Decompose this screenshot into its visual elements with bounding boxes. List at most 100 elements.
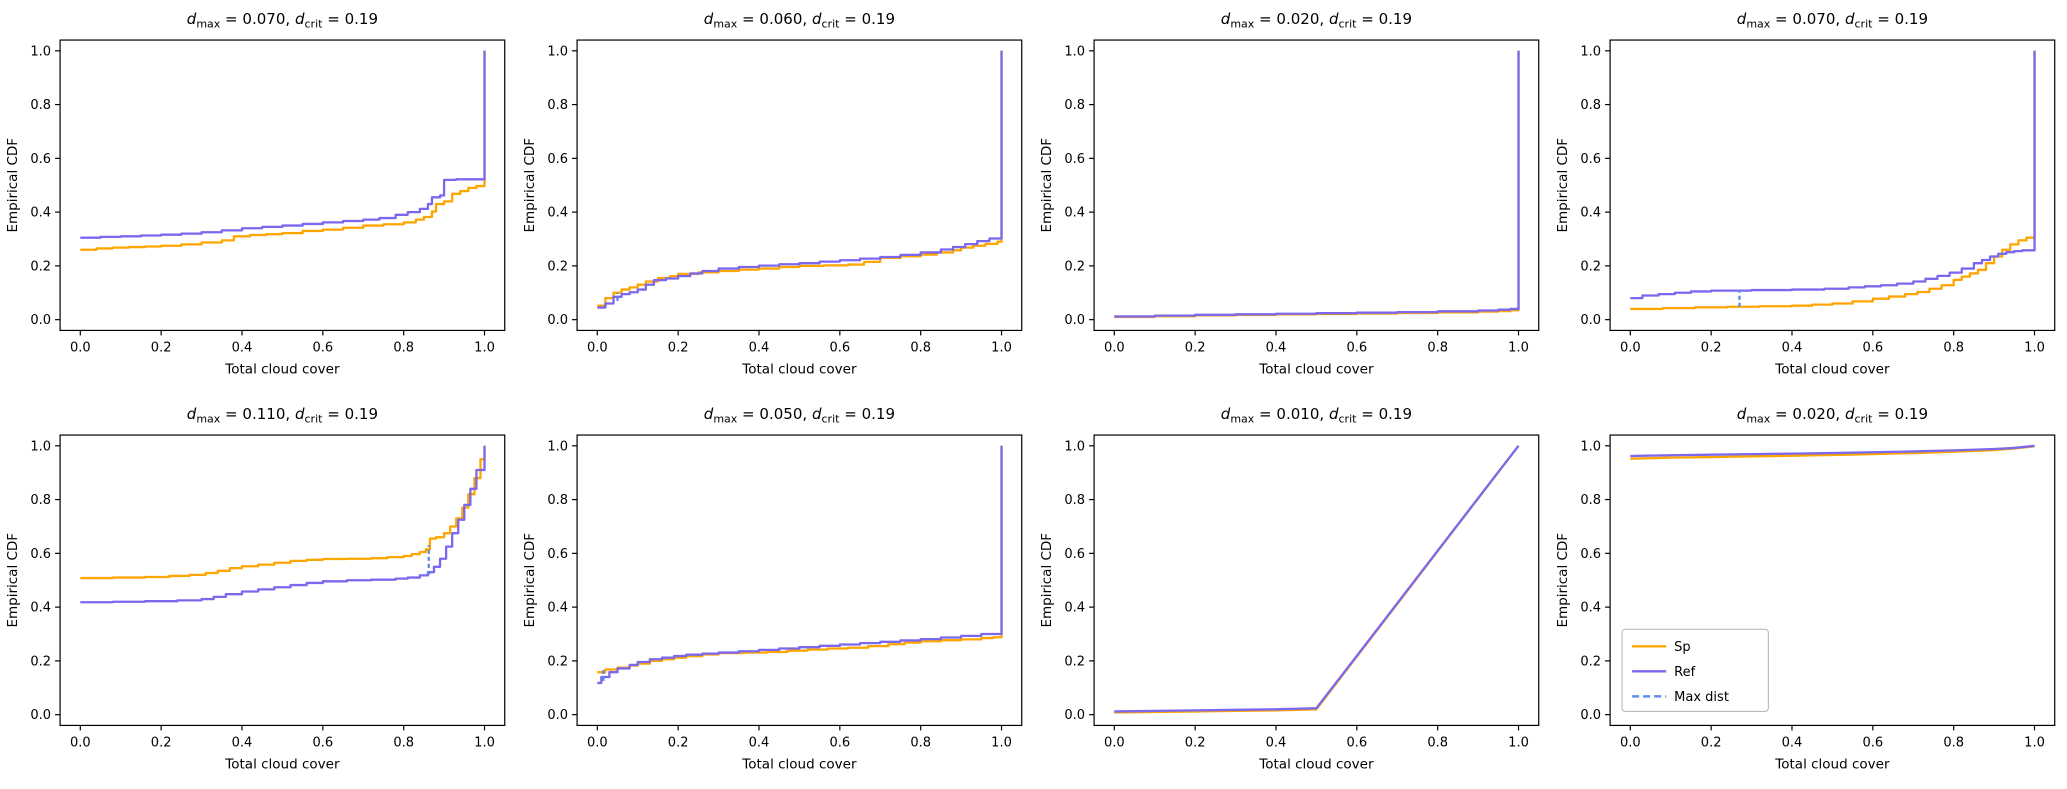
y-tick-label: 0.4	[547, 206, 568, 221]
x-tick-label: 1.0	[1508, 340, 1529, 355]
y-tick-label: 0.0	[547, 313, 568, 328]
subplot: dmax = 0.110, dcrit = 0.19 0.0 0.2 0.4 0.6 0.…	[0, 395, 517, 789]
y-axis-label: Empirical CDF	[1555, 138, 1571, 233]
axes-spines	[59, 433, 506, 726]
x-tick-label: 0.2	[151, 735, 172, 750]
x-tick-label: 0.6	[1863, 735, 1884, 750]
x-tick-label: 0.6	[312, 735, 333, 750]
x-axis-label: Total cloud cover	[1258, 361, 1374, 377]
subplot: dmax = 0.010, dcrit = 0.19 0.0 0.2 0.4 0.6 0.…	[1034, 395, 1551, 789]
subplot-title: dmax = 0.070, dcrit = 0.19	[187, 10, 378, 31]
plot-canvas: dmax = 0.020, dcrit = 0.19 0.0 0.2 0.4 0.6 0.…	[1555, 405, 2056, 772]
legend-label: Sp	[1674, 639, 1691, 654]
y-tick-label: 0.6	[1064, 152, 1085, 167]
axes-spines	[576, 39, 1023, 332]
y-tick-label: 0.2	[30, 259, 51, 274]
x-tick-label: 0.0	[1620, 735, 1641, 750]
x-axis-label: Total cloud cover	[224, 756, 340, 772]
x-tick-label: 0.8	[1427, 340, 1448, 355]
x-tick-label: 0.0	[1103, 340, 1124, 355]
axes-spines	[1092, 39, 1539, 332]
y-tick-label: 0.2	[1064, 259, 1085, 274]
x-tick-label: 0.4	[1265, 735, 1286, 750]
series-ref	[80, 50, 486, 239]
x-tick-label: 0.0	[70, 735, 91, 750]
x-axis-label: Total cloud cover	[1775, 361, 1891, 377]
subplot-title: dmax = 0.070, dcrit = 0.19	[1737, 10, 1928, 31]
subplot-title: dmax = 0.050, dcrit = 0.19	[704, 405, 895, 426]
x-tick-label: 0.2	[1701, 340, 1722, 355]
x-tick-label: 0.0	[1103, 735, 1124, 750]
y-tick-label: 1.0	[1581, 44, 1602, 59]
y-tick-label: 0.8	[30, 493, 51, 508]
series-ref	[80, 445, 486, 603]
axes-spines	[1609, 39, 2056, 332]
y-tick-label: 0.8	[1064, 98, 1085, 113]
x-tick-label: 0.6	[312, 340, 333, 355]
y-axis-label: Empirical CDF	[1039, 138, 1055, 233]
x-tick-label: 1.0	[2024, 735, 2045, 750]
y-tick-label: 0.8	[1581, 493, 1602, 508]
y-tick-label: 0.4	[1581, 206, 1602, 221]
y-tick-label: 0.6	[30, 152, 51, 167]
y-tick-label: 0.6	[1581, 546, 1602, 561]
y-tick-label: 0.2	[547, 259, 568, 274]
y-tick-label: 0.6	[30, 546, 51, 561]
x-tick-label: 0.2	[1701, 735, 1722, 750]
y-tick-label: 0.4	[1064, 600, 1085, 615]
x-tick-label: 0.6	[829, 735, 850, 750]
x-tick-label: 0.6	[1346, 340, 1367, 355]
x-axis-label: Total cloud cover	[1775, 756, 1891, 772]
subplot: dmax = 0.020, dcrit = 0.19 0.0 0.2 0.4 0.6 0.…	[1550, 395, 2067, 789]
y-tick-label: 0.4	[547, 600, 568, 615]
series-ref	[1630, 50, 2036, 300]
x-tick-label: 0.8	[910, 340, 931, 355]
legend: Sp Ref Max dist	[1621, 628, 1770, 712]
y-tick-label: 0.6	[1064, 546, 1085, 561]
y-tick-label: 0.4	[1064, 206, 1085, 221]
subplot: dmax = 0.070, dcrit = 0.19 0.0 0.2 0.4 0.6 0.…	[1550, 0, 2067, 395]
subplot-title: dmax = 0.110, dcrit = 0.19	[187, 405, 378, 426]
legend-label: Max dist	[1674, 689, 1729, 704]
y-tick-label: 0.4	[30, 206, 51, 221]
subplot: dmax = 0.050, dcrit = 0.19 0.0 0.2 0.4 0.6 0.…	[517, 395, 1034, 789]
x-axis-label: Total cloud cover	[741, 756, 857, 772]
y-tick-label: 1.0	[547, 439, 568, 454]
x-tick-label: 0.2	[1184, 735, 1205, 750]
subplot-title: dmax = 0.020, dcrit = 0.19	[1737, 405, 1928, 426]
legend-label: Ref	[1674, 664, 1695, 679]
y-tick-label: 0.2	[1581, 654, 1602, 669]
y-tick-label: 0.0	[30, 708, 51, 723]
x-axis-label: Total cloud cover	[1258, 756, 1374, 772]
subplot: dmax = 0.020, dcrit = 0.19 0.0 0.2 0.4 0.6 0.…	[1034, 0, 1551, 395]
y-axis-label: Empirical CDF	[1555, 532, 1571, 627]
series-sp	[80, 50, 486, 251]
plot-canvas: dmax = 0.060, dcrit = 0.19 0.0 0.2 0.4 0.6 0.…	[522, 10, 1023, 377]
x-tick-label: 0.6	[829, 340, 850, 355]
series-sp	[597, 445, 1003, 673]
x-axis-label: Total cloud cover	[224, 361, 340, 377]
series-sp	[1113, 444, 1519, 714]
x-tick-label: 0.2	[668, 735, 689, 750]
y-tick-label: 1.0	[1064, 44, 1085, 59]
subplot: dmax = 0.060, dcrit = 0.19 0.0 0.2 0.4 0.6 0.…	[517, 0, 1034, 395]
y-tick-label: 0.2	[30, 654, 51, 669]
axes-spines	[59, 39, 506, 332]
plot-canvas: dmax = 0.020, dcrit = 0.19 0.0 0.2 0.4 0.6 0.…	[1039, 10, 1539, 377]
y-tick-label: 0.2	[547, 654, 568, 669]
y-tick-label: 1.0	[1581, 439, 1602, 454]
x-tick-label: 0.8	[1427, 735, 1448, 750]
plot-canvas: dmax = 0.010, dcrit = 0.19 0.0 0.2 0.4 0.6 0.…	[1039, 405, 1539, 772]
y-tick-label: 1.0	[30, 44, 51, 59]
y-tick-label: 0.8	[1064, 493, 1085, 508]
y-tick-label: 0.0	[1064, 313, 1085, 328]
x-tick-label: 0.0	[70, 340, 91, 355]
x-tick-label: 0.0	[587, 340, 608, 355]
series-sp	[1630, 50, 2036, 311]
y-tick-label: 0.2	[1581, 259, 1602, 274]
series-ref	[1630, 444, 2035, 457]
y-tick-label: 1.0	[1064, 439, 1085, 454]
series-ref	[597, 50, 1003, 309]
y-tick-label: 0.6	[1581, 152, 1602, 167]
x-tick-label: 0.4	[1782, 340, 1803, 355]
